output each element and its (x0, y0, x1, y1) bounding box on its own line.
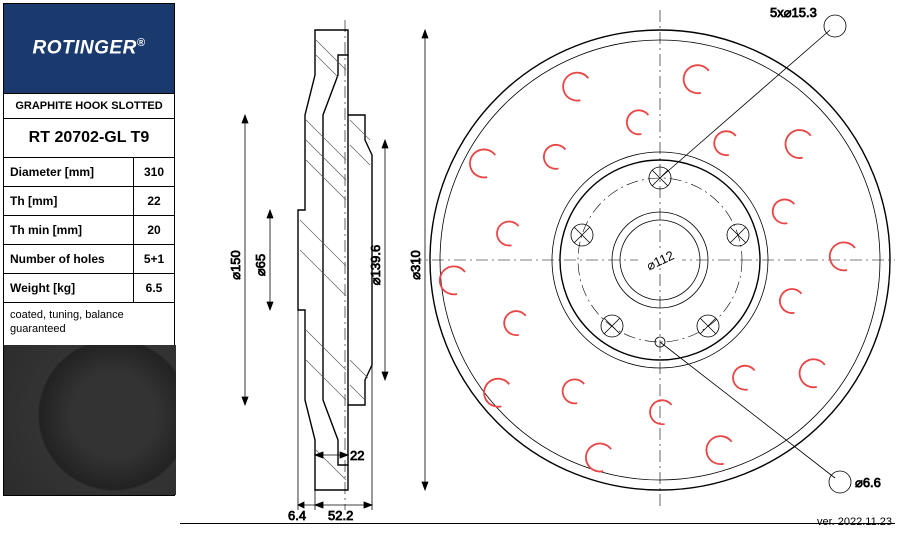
spec-notes: coated, tuning, balance guaranteed (4, 303, 174, 345)
front-view: ⌀112 5x⌀15.3 ⌀6.6 (410, 5, 895, 510)
dim-t22: 22 (350, 448, 364, 463)
side-view: ⌀150 ⌀65 ⌀139.6 ⌀310 22 6.4 52.2 (228, 20, 428, 523)
dim-6-4: 6.4 (288, 508, 306, 523)
spec-row: Th min [mm] 20 (4, 216, 174, 245)
drawing-svg: ⌀150 ⌀65 ⌀139.6 ⌀310 22 6.4 52.2 (180, 0, 895, 524)
spec-row: Number of holes 5+1 (4, 245, 174, 274)
dim-d310: ⌀310 (408, 250, 423, 280)
spec-row: Weight [kg] 6.5 (4, 274, 174, 303)
dim-bolt: 5x⌀15.3 (770, 5, 817, 20)
spec-row: Diameter [mm] 310 (4, 158, 174, 187)
dim-d150: ⌀150 (228, 250, 243, 280)
product-subtitle: GRAPHITE HOOK SLOTTED (4, 94, 174, 119)
dim-d139: ⌀139.6 (368, 245, 383, 285)
spec-value: 310 (134, 158, 174, 186)
spec-value: 5+1 (134, 245, 174, 273)
spec-label: Th [mm] (4, 187, 134, 215)
brand-logo: ROTINGER® (4, 4, 174, 94)
version-label: ver. 2022.11.23 (817, 516, 892, 528)
spec-label: Weight [kg] (4, 274, 134, 302)
spec-label: Number of holes (4, 245, 134, 273)
product-thumbnail (4, 345, 176, 495)
spec-panel: ROTINGER® GRAPHITE HOOK SLOTTED RT 20702… (3, 3, 175, 496)
dim-52-2: 52.2 (328, 508, 353, 523)
technical-drawing: ⌀150 ⌀65 ⌀139.6 ⌀310 22 6.4 52.2 (180, 0, 895, 524)
spec-value: 22 (134, 187, 174, 215)
dim-d65: ⌀65 (253, 254, 268, 276)
brand-name: ROTINGER® (33, 37, 146, 59)
spec-row: Th [mm] 22 (4, 187, 174, 216)
spec-label: Diameter [mm] (4, 158, 134, 186)
spec-value: 6.5 (134, 274, 174, 302)
spec-label: Th min [mm] (4, 216, 134, 244)
part-number: RT 20702-GL T9 (4, 119, 174, 158)
spec-value: 20 (134, 216, 174, 244)
dim-d66: ⌀6.6 (855, 475, 881, 490)
